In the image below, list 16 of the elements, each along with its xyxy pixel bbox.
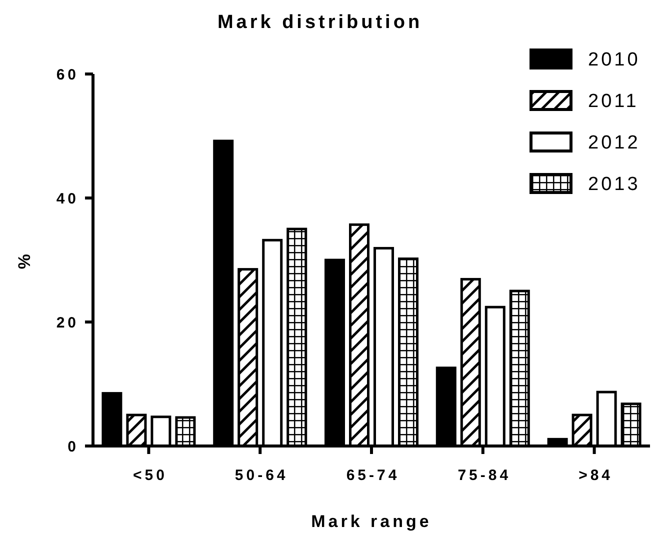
x-axis-title: Mark range [311, 512, 432, 531]
legend-label: 2012 [588, 132, 640, 154]
x-tick-label: <50 [132, 467, 168, 484]
y-tick-label: 20 [56, 314, 79, 332]
y-tick-label: 40 [56, 190, 79, 208]
x-tick-label: 75-84 [458, 467, 512, 484]
y-axis-title: % [15, 250, 34, 270]
legend-label: 2013 [588, 174, 640, 196]
legend-label: 2011 [588, 91, 639, 112]
y-tick-label: 60 [56, 66, 79, 84]
y-tick-label: 0 [68, 438, 79, 456]
x-tick-label: 65-74 [346, 467, 400, 484]
x-tick-label: >84 [578, 467, 614, 484]
chart-title: Mark distribution [217, 12, 423, 33]
x-tick-label: 50-64 [234, 467, 288, 484]
legend-label: 2010 [588, 50, 640, 71]
